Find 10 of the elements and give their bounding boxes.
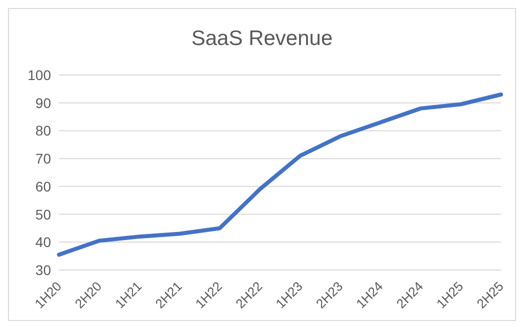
y-tick-label: 50 [35,206,52,222]
y-tick-label: 40 [35,234,52,250]
y-tick-label: 70 [35,150,52,167]
y-tick-label: 90 [35,94,52,111]
y-tick-label: 30 [35,262,52,278]
line-series [57,92,503,257]
y-tick-label: 80 [35,122,52,139]
y-tick-label: 100 [28,66,52,83]
y-tick-label: 60 [35,178,52,194]
chart-title: SaaS Revenue [190,26,334,52]
